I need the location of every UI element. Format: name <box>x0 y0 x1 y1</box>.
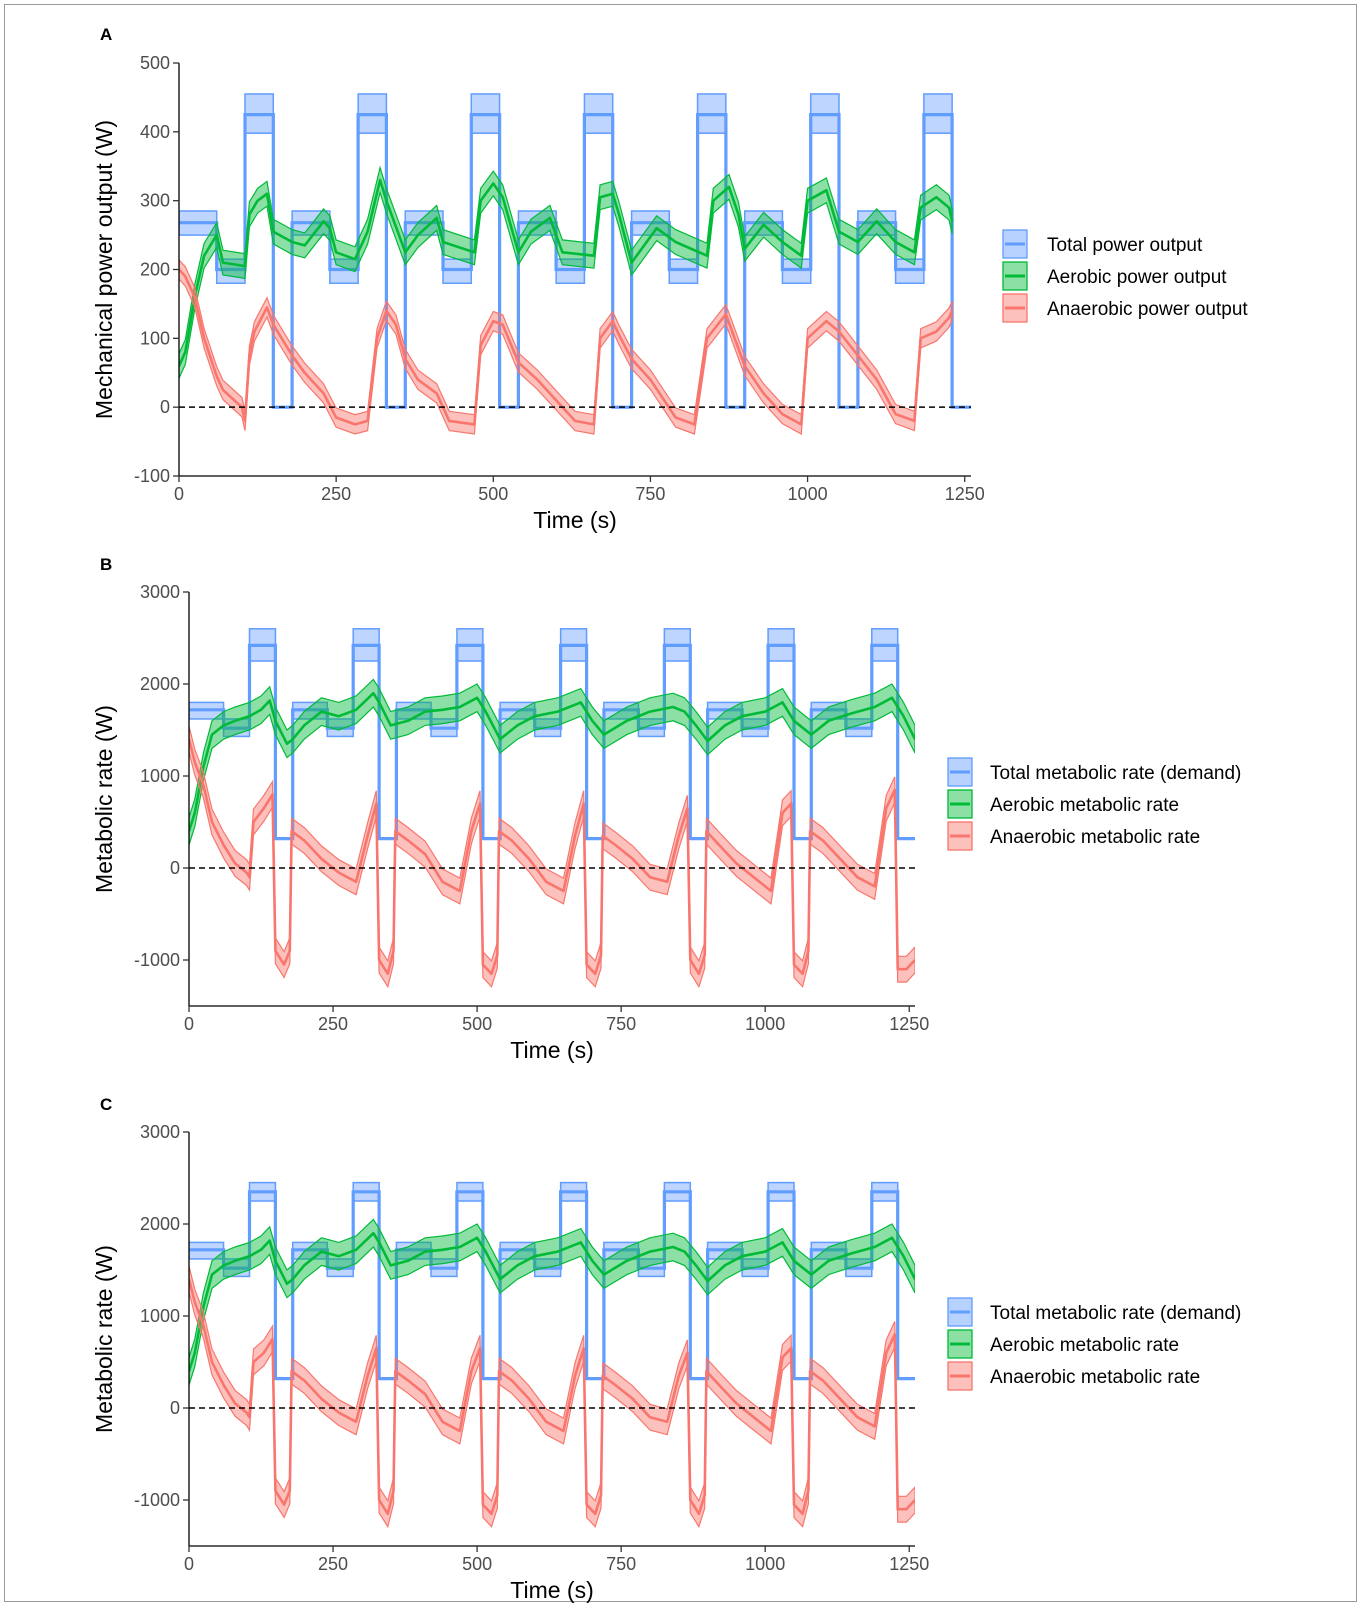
x-tick-label: 1000 <box>788 484 828 504</box>
legend-label: Anaerobic power output <box>1047 299 1248 320</box>
legend-item-total: Total metabolic rate (demand) <box>947 757 1241 787</box>
y-tick-label: -100 <box>134 466 170 486</box>
legend-item-total: Total metabolic rate (demand) <box>947 1297 1241 1327</box>
y-tick-label: -1000 <box>134 1490 180 1510</box>
anaerobic-ribbon <box>189 1266 915 1529</box>
x-axis-label: Time (s) <box>510 1577 593 1603</box>
anaerobic-line <box>189 1278 915 1516</box>
panel-C: C 0 250 500 750 1000 1250 -1000 0 1000 2000 3000 Tim… <box>91 1095 1241 1603</box>
y-tick-label: 1000 <box>140 766 180 786</box>
x-tick-label: 1250 <box>889 1014 929 1034</box>
anaerobic-line <box>189 738 915 976</box>
y-tick-label: 300 <box>140 191 170 211</box>
aerobic-line <box>189 1231 915 1372</box>
y-tick-label: 2000 <box>140 1214 180 1234</box>
y-axis-label: Metabolic rate (W) <box>91 705 117 893</box>
legend-item-anaerobic: Anaerobic metabolic rate <box>947 821 1200 851</box>
x-tick-label: 250 <box>321 484 351 504</box>
y-axis-label: Mechanical power output (W) <box>91 120 117 419</box>
legend: Total power output Aerobic power output An… <box>1002 229 1248 323</box>
legend-item-aerobic: Aerobic metabolic rate <box>947 1329 1179 1359</box>
y-tick-label: 0 <box>170 858 180 878</box>
y-tick-label: 1000 <box>140 1306 180 1326</box>
y-tick-label: 200 <box>140 260 170 280</box>
legend-item-anaerobic: Anaerobic power output <box>1002 293 1248 323</box>
total-band <box>781 258 812 285</box>
x-tick-label: 750 <box>606 1554 636 1574</box>
y-tick-label: 500 <box>140 53 170 73</box>
x-tick-label: 0 <box>184 1554 194 1574</box>
x-tick-label: 1000 <box>745 1554 785 1574</box>
legend-label: Total power output <box>1047 235 1203 256</box>
x-axis-label: Time (s) <box>510 1037 593 1063</box>
x-tick-label: 750 <box>635 484 665 504</box>
anaerobic-line <box>179 268 954 426</box>
y-axis-label: Metabolic rate (W) <box>91 1245 117 1433</box>
legend-label: Anaerobic metabolic rate <box>990 827 1200 848</box>
plot-area <box>179 93 971 435</box>
legend-label: Aerobic metabolic rate <box>990 795 1179 816</box>
figure-frame <box>4 4 1357 1602</box>
y-tick-label: 100 <box>140 328 170 348</box>
anaerobic-ribbon <box>189 726 915 989</box>
y-tick-label: 0 <box>170 1398 180 1418</box>
x-tick-label: 250 <box>318 1554 348 1574</box>
legend-label: Total metabolic rate (demand) <box>990 763 1241 784</box>
legend-item-aerobic: Aerobic metabolic rate <box>947 789 1179 819</box>
panel-label: B <box>100 555 112 574</box>
legend-item-total: Total power output <box>1002 229 1203 259</box>
x-tick-label: 500 <box>478 484 508 504</box>
x-axis-label: Time (s) <box>533 507 616 533</box>
legend-item-aerobic: Aerobic power output <box>1002 261 1227 291</box>
legend: Total metabolic rate (demand) Aerobic met… <box>947 1297 1241 1391</box>
plot-area <box>189 1181 915 1529</box>
panel-B: B 0 250 500 750 1000 1250 -1000 0 1000 2000 3000 Tim… <box>91 555 1241 1063</box>
plot-area <box>189 628 915 989</box>
x-tick-label: 500 <box>462 1014 492 1034</box>
total-band <box>442 258 473 285</box>
total-band <box>668 258 699 285</box>
total-band <box>555 258 586 285</box>
legend-label: Aerobic metabolic rate <box>990 1335 1179 1356</box>
y-tick-label: 2000 <box>140 674 180 694</box>
legend-label: Total metabolic rate (demand) <box>990 1303 1241 1324</box>
aerobic-line <box>189 691 915 832</box>
x-tick-label: 500 <box>462 1554 492 1574</box>
x-tick-label: 1250 <box>889 1554 929 1574</box>
y-tick-label: 3000 <box>140 582 180 602</box>
aerobic-ribbon <box>179 165 953 379</box>
legend: Total metabolic rate (demand) Aerobic met… <box>947 757 1241 851</box>
x-tick-label: 0 <box>184 1014 194 1034</box>
panel-label: C <box>100 1095 112 1114</box>
x-tick-label: 0 <box>174 484 184 504</box>
aerobic-line <box>179 178 954 367</box>
x-tick-label: 250 <box>318 1014 348 1034</box>
total-band <box>894 258 925 285</box>
legend-label: Anaerobic metabolic rate <box>990 1367 1200 1388</box>
panel-A: A0 250 500 750 1000 1250-1000100200300400500T… <box>91 25 1248 533</box>
legend-label: Aerobic power output <box>1047 267 1227 288</box>
x-tick-label: 750 <box>606 1014 636 1034</box>
y-tick-label: 0 <box>160 397 170 417</box>
x-tick-label: 1250 <box>945 484 985 504</box>
x-tick-label: 1000 <box>745 1014 785 1034</box>
legend-item-anaerobic: Anaerobic metabolic rate <box>947 1361 1200 1391</box>
y-tick-label: -1000 <box>134 950 180 970</box>
y-tick-label: 400 <box>140 122 170 142</box>
anaerobic-ribbon <box>179 259 953 435</box>
y-tick-label: 3000 <box>140 1122 180 1142</box>
panel-label: A <box>100 25 112 44</box>
